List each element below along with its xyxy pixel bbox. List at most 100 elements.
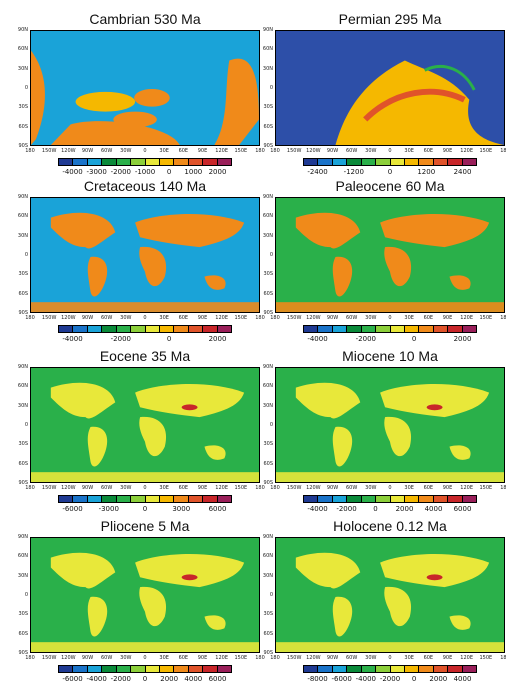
- lat-label: 60S: [263, 290, 273, 297]
- colorbar-swatch: [347, 326, 362, 332]
- lon-label: 120E: [215, 315, 229, 321]
- colorbar: [303, 665, 477, 673]
- colorbar: [58, 158, 232, 166]
- lon-label: 150W: [41, 148, 57, 154]
- colorbar-swatch: [87, 496, 103, 502]
- colorbar-swatch: [347, 496, 362, 502]
- lat-label: 60N: [17, 553, 28, 560]
- lon-label: 180: [500, 655, 506, 661]
- lon-label: 60E: [423, 315, 434, 321]
- lon-label: 60W: [101, 315, 113, 321]
- colorbar-swatch: [174, 159, 189, 165]
- colorbar-swatch: [462, 496, 477, 502]
- lon-label: 180: [270, 655, 280, 661]
- lon-label: 0: [388, 148, 392, 154]
- colorbar-label: -2000: [110, 675, 131, 683]
- lon-label: 30W: [120, 485, 132, 491]
- lon-label: 60E: [423, 148, 434, 154]
- panel-title: Permian 295 Ma: [338, 11, 442, 27]
- map-panel: Eocene 35 Ma 90N 60N 30N 0 30S 60S 90S 180 150W 12…: [18, 345, 265, 515]
- colorbar-label: 3000: [172, 505, 191, 513]
- colorbar-swatch: [361, 159, 377, 165]
- elevation-map: [30, 197, 260, 313]
- colorbar-swatch: [304, 666, 319, 672]
- colorbar-swatch: [203, 496, 218, 502]
- colorbar-swatch: [102, 496, 117, 502]
- colorbar-swatch: [419, 666, 434, 672]
- colorbar: [303, 495, 477, 503]
- lat-label: 30N: [262, 65, 273, 72]
- colorbar-label: 2400: [453, 168, 472, 176]
- lat-label: 60S: [18, 290, 28, 297]
- lat-label: 90N: [17, 27, 28, 33]
- elevation-map: [275, 537, 505, 653]
- lon-label: 120W: [306, 148, 321, 154]
- lon-label: 150W: [41, 655, 57, 661]
- lat-label: 30S: [18, 271, 28, 278]
- colorbar-label: 0: [142, 675, 148, 683]
- colorbar-swatch: [318, 666, 333, 672]
- colorbar-swatch: [433, 496, 449, 502]
- lat-label: 90N: [262, 364, 273, 370]
- map-panel: Permian 295 Ma 90N 60N 30N 0 30S 60S 90S 180 150W…: [263, 8, 506, 178]
- lat-label: 30N: [262, 402, 273, 409]
- lon-label: 120W: [61, 655, 76, 661]
- colorbar-swatch: [347, 666, 362, 672]
- colorbar-swatch: [59, 159, 74, 165]
- lon-label: 30E: [159, 148, 169, 154]
- map-panel: Paleocene 60 Ma 90N 60N 30N 0 30S 60S 90S 180 150…: [263, 175, 506, 345]
- lon-label: 60W: [346, 315, 358, 321]
- lat-label: 0: [269, 85, 273, 91]
- lat-label: 30S: [263, 611, 273, 618]
- lon-label: 0: [143, 148, 147, 154]
- lat-label: 90S: [18, 143, 28, 149]
- colorbar-swatch: [404, 326, 420, 332]
- lon-label: 30E: [159, 315, 169, 321]
- colorbar-label: 1200: [417, 168, 436, 176]
- colorbar-label: 4000: [453, 675, 472, 683]
- colorbar-swatch: [59, 666, 74, 672]
- lon-label: 90E: [442, 148, 453, 154]
- lat-label: 60N: [262, 553, 273, 560]
- colorbar-label: -3000: [98, 505, 119, 513]
- colorbar-swatch: [390, 666, 405, 672]
- lon-label: 0: [143, 655, 147, 661]
- colorbar-swatch: [462, 326, 477, 332]
- lon-label: 90E: [197, 485, 208, 491]
- lat-label: 90N: [262, 194, 273, 200]
- colorbar-swatch: [159, 666, 175, 672]
- lat-label: 30S: [18, 104, 28, 111]
- colorbar-swatch: [116, 159, 132, 165]
- lon-label: 90E: [442, 315, 453, 321]
- colorbar-label: -2000: [355, 335, 376, 343]
- lon-label: 180: [270, 485, 280, 491]
- lon-label: 30W: [365, 315, 377, 321]
- colorbar-label: -2000: [379, 675, 401, 683]
- lon-label: 90E: [197, 655, 208, 661]
- lat-label: 30N: [17, 572, 28, 579]
- colorbar-swatch: [361, 666, 377, 672]
- lat-label: 30S: [263, 441, 273, 448]
- elevation-map: [275, 197, 505, 313]
- lon-label: 30E: [159, 655, 169, 661]
- lon-label: 150E: [234, 148, 248, 154]
- lon-label: 180: [270, 148, 280, 154]
- colorbar-swatch: [376, 496, 391, 502]
- lon-label: 60W: [346, 485, 358, 491]
- colorbar-label: -4000: [62, 335, 83, 343]
- lat-label: 0: [24, 252, 28, 258]
- colorbar-swatch: [419, 496, 434, 502]
- colorbar-label: 0: [411, 335, 417, 343]
- lon-label: 150W: [286, 655, 302, 661]
- colorbar-swatch: [188, 666, 204, 672]
- lon-label: 90E: [442, 655, 453, 661]
- lat-label: 60S: [18, 460, 28, 467]
- colorbar-swatch: [347, 159, 362, 165]
- lat-label: 90S: [263, 310, 273, 316]
- lon-label: 30E: [404, 148, 414, 154]
- lon-label: 150W: [286, 315, 302, 321]
- colorbar-swatch: [217, 326, 232, 332]
- colorbar-label: 0: [166, 168, 172, 176]
- lon-label: 60E: [178, 485, 189, 491]
- colorbar-swatch: [433, 666, 449, 672]
